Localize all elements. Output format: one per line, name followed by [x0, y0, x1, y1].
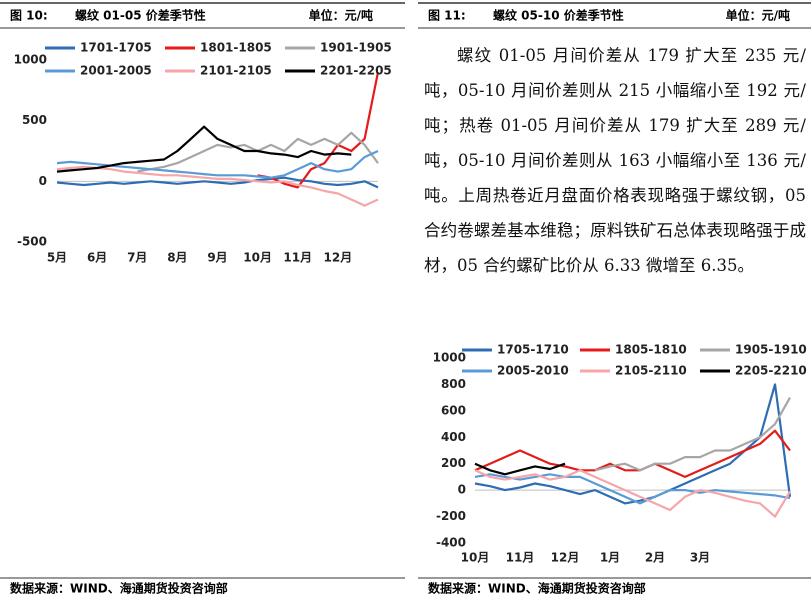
legend-label: 2101-2105 [200, 64, 272, 78]
y-tick-label: 0 [39, 174, 47, 188]
unit: 单位：元/吨 [726, 8, 790, 23]
legend-label: 2001-2005 [80, 64, 152, 78]
y-tick-label: -500 [17, 235, 47, 249]
unit: 单位：元/吨 [309, 8, 373, 23]
legend-label: 2205-2210 [735, 364, 807, 378]
legend-label: 1705-1710 [497, 343, 569, 357]
y-tick-label: 400 [441, 430, 466, 444]
x-tick-label: 1月 [600, 551, 620, 565]
y-tick-label: 1000 [433, 351, 466, 365]
x-tick-label: 12月 [551, 551, 580, 565]
y-tick-label: 500 [22, 113, 47, 127]
series-line [474, 469, 791, 518]
y-tick-label: 600 [441, 403, 466, 417]
x-tick-label: 11月 [506, 551, 535, 565]
figure-title: 螺纹 05-10 价差季节性 [493, 8, 624, 23]
y-tick-label: 0 [458, 483, 466, 497]
figure-number: 图 11: [428, 9, 466, 23]
legend-label: 2005-2010 [497, 364, 569, 378]
y-tick-label: -200 [436, 509, 466, 523]
paragraph: 螺纹 01-05 月间价差从 179 扩大至 235 元/吨，05-10 月间价… [424, 46, 806, 275]
x-tick-label: 10月 [243, 251, 272, 265]
x-tick-label: 6月 [87, 251, 107, 265]
legend-label: 1905-1910 [735, 343, 807, 357]
y-tick-label: 1000 [14, 53, 47, 67]
source: 数据来源：WIND、海通期货投资咨询部 [428, 581, 646, 596]
left-panel [0, 0, 405, 599]
legend-label: 2105-2110 [615, 364, 687, 378]
series-line [594, 397, 791, 472]
x-tick-label: 3月 [690, 551, 710, 565]
source: 数据来源：WIND、海通期货投资咨询部 [10, 581, 228, 596]
series-line [474, 473, 791, 505]
series-line [56, 125, 352, 173]
series-line [474, 429, 791, 478]
x-tick-label: 8月 [167, 251, 187, 265]
x-tick-label: 9月 [207, 251, 227, 265]
legend-label: 1801-1805 [200, 41, 272, 55]
y-tick-label: 200 [441, 456, 466, 470]
legend-label: 1701-1705 [80, 41, 152, 55]
figure-title: 螺纹 01-05 价差季节性 [75, 8, 206, 23]
figure-number: 图 10: [10, 9, 48, 23]
x-tick-label: 11月 [283, 251, 312, 265]
series-line [56, 176, 379, 189]
y-tick-label: -400 [436, 536, 466, 550]
y-tick-label: 800 [441, 377, 466, 391]
x-tick-label: 7月 [127, 251, 147, 265]
x-tick-label: 12月 [324, 251, 353, 265]
series-line [474, 383, 792, 505]
x-tick-label: 2月 [645, 551, 665, 565]
series-line [56, 165, 379, 207]
x-tick-label: 5月 [47, 251, 67, 265]
x-tick-label: 10月 [461, 551, 490, 565]
series-line [474, 462, 566, 476]
legend-label: 2201-2205 [320, 64, 392, 78]
legend-label: 1805-1810 [615, 343, 687, 357]
legend-label: 1901-1905 [320, 41, 392, 55]
